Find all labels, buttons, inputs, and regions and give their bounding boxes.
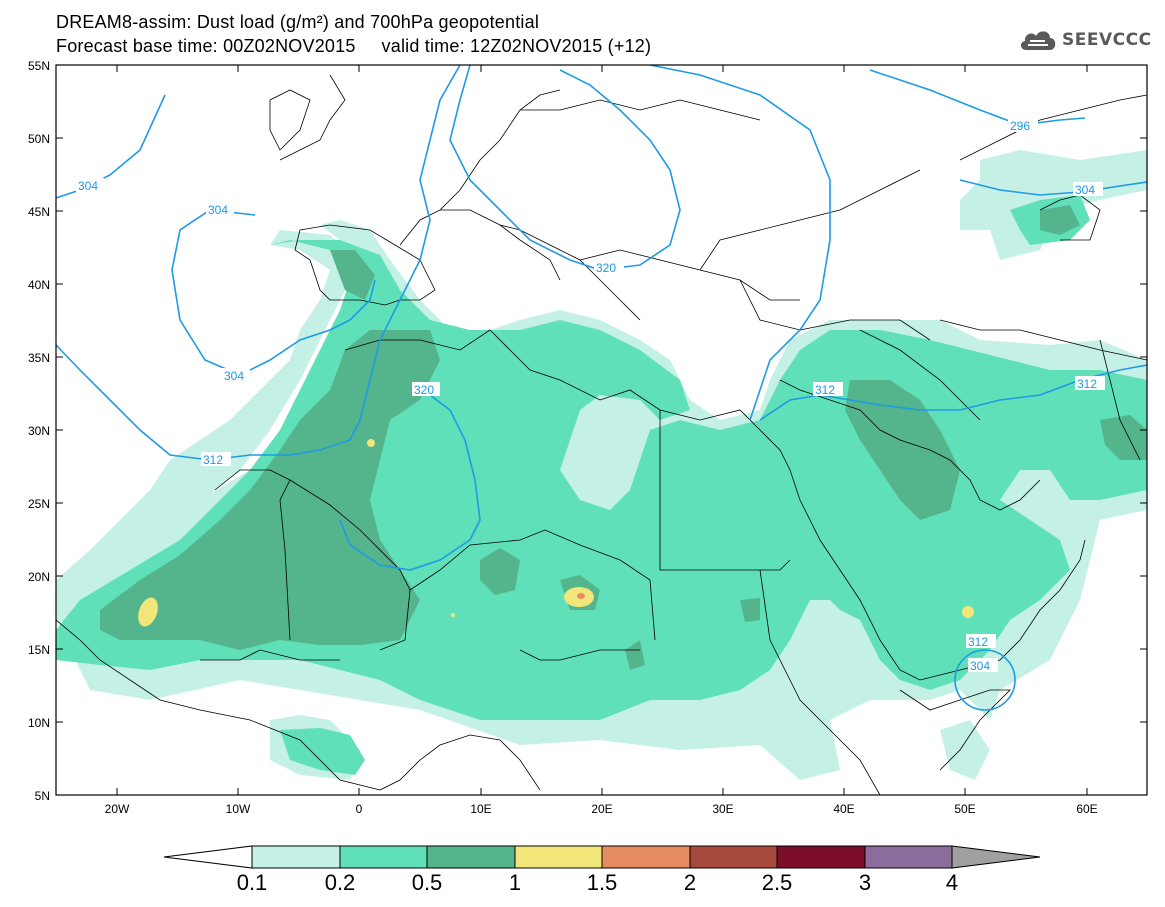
colorbar-bin xyxy=(601,845,691,869)
colorbar-label: 1 xyxy=(508,870,522,895)
colorbar-label: 2.5 xyxy=(761,870,793,895)
chart-subtitle: Forecast base time: 00Z02NOV2015 valid t… xyxy=(56,36,652,56)
contour-label: 312 xyxy=(815,383,835,397)
lat-axis xyxy=(56,64,1147,723)
logo-text: SEEVCCC xyxy=(1062,30,1152,50)
lat-tick-label: 50N xyxy=(28,132,50,146)
contour-label: 304 xyxy=(78,179,98,193)
contour-label: 304 xyxy=(224,369,244,383)
colorbar xyxy=(163,845,1041,869)
colorbar-low-arrow xyxy=(163,845,253,869)
colorbar-label: 1.5 xyxy=(586,870,618,895)
contour-label: 296 xyxy=(1010,119,1030,133)
colorbar-label: 0.2 xyxy=(324,870,356,895)
lon-tick-label: 40E xyxy=(833,802,854,816)
lon-tick-label: 0 xyxy=(356,802,363,816)
lat-tick-label: 45N xyxy=(28,205,50,219)
lat-tick-label: 55N xyxy=(28,59,50,73)
lon-tick-label: 60E xyxy=(1076,802,1097,816)
lon-axis xyxy=(116,65,1088,795)
chart-title: DREAM8-assim: Dust load (g/m²) and 700hP… xyxy=(56,12,540,32)
lon-tick-label: 20E xyxy=(591,802,612,816)
country-borders xyxy=(56,74,1147,795)
lat-tick-label: 10N xyxy=(28,716,50,730)
lat-tick-label: 30N xyxy=(28,424,50,438)
lon-tick-label: 10E xyxy=(470,802,491,816)
colorbar-bin xyxy=(339,845,428,869)
lat-tick-label: 35N xyxy=(28,351,50,365)
contour-labels: 304 304 304 320 320 312 312 312 312 304 … xyxy=(76,118,1105,673)
contour-label: 312 xyxy=(203,453,223,467)
contour-label: 320 xyxy=(414,383,434,397)
lat-tick-label: 25N xyxy=(28,497,50,511)
seevccc-logo: SEEVCCC xyxy=(1018,24,1152,56)
lat-tick-label: 5N xyxy=(35,789,50,803)
contour-label: 312 xyxy=(1077,377,1097,391)
cloud-logo-icon xyxy=(1020,31,1056,50)
contour-label: 312 xyxy=(968,635,988,649)
contour-label: 304 xyxy=(208,203,228,217)
lat-tick-label: 20N xyxy=(28,570,50,584)
lon-tick-labels: 20W 10W 0 10E 20E 30E 40E 50E 60E xyxy=(105,802,1098,816)
lon-tick-label: 10W xyxy=(226,802,251,816)
lon-tick-label: 30E xyxy=(712,802,733,816)
colorbar-bin xyxy=(426,845,516,869)
lon-tick-label: 50E xyxy=(954,802,975,816)
lat-tick-labels: 55N 50N 45N 40N 35N 30N 25N 20N 15N 10N … xyxy=(28,59,50,803)
contour-label: 304 xyxy=(1075,183,1095,197)
lat-tick-label: 15N xyxy=(28,643,50,657)
contour-label: 320 xyxy=(596,261,616,275)
colorbar-bin xyxy=(776,845,866,869)
colorbar-label: 0.1 xyxy=(236,870,268,895)
lon-tick-label: 20W xyxy=(105,802,130,816)
colorbar-label: 3 xyxy=(858,870,872,895)
colorbar-label: 2 xyxy=(683,870,697,895)
contour-label: 304 xyxy=(970,659,990,673)
colorbar-high-arrow xyxy=(951,845,1041,869)
colorbar-label: 4 xyxy=(945,870,959,895)
colorbar-bin xyxy=(251,845,341,869)
colorbar-label: 0.5 xyxy=(411,870,443,895)
colorbar-bin xyxy=(689,845,778,869)
colorbar-bin xyxy=(514,845,603,869)
dust-field-dark xyxy=(100,205,1147,670)
colorbar-bin xyxy=(864,845,953,869)
lat-tick-label: 40N xyxy=(28,278,50,292)
dust-field-orange xyxy=(577,593,585,599)
